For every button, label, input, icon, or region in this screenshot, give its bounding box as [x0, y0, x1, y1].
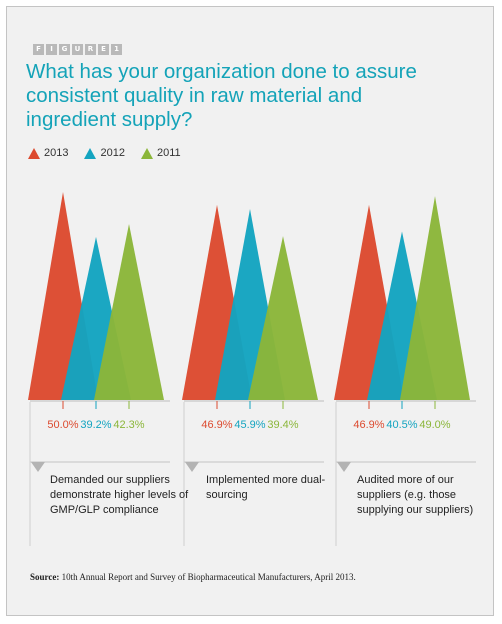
legend-swatch-2012 — [84, 147, 97, 159]
chart-title: What has your organization done to assur… — [26, 60, 417, 131]
triangle-2011-cat2 — [248, 236, 318, 400]
category-pointer-cat3 — [337, 462, 351, 472]
legend-item-2013: 2013 — [28, 147, 68, 159]
source-text: 10th Annual Report and Survey of Biophar… — [61, 572, 356, 582]
triangle-2011-cat1 — [94, 224, 164, 400]
value-label-2013-cat1: 50.0% — [47, 419, 78, 431]
category-pointer-cat2 — [185, 462, 199, 472]
figure-label: F I G U R E 1 — [33, 44, 122, 55]
category-label-2: Implemented more dual-sourcing — [206, 474, 326, 501]
value-label-2011-cat1: 42.3% — [113, 419, 144, 431]
value-label-2011-cat3: 49.0% — [419, 419, 450, 431]
source-label: Source: — [30, 572, 60, 582]
category-label-1: Demanded our suppliers demonstrate highe… — [50, 474, 189, 516]
legend-swatch-2013 — [28, 147, 40, 159]
legend-item-2012: 2012 — [84, 147, 125, 159]
triangle-2011-cat3 — [400, 196, 470, 400]
figure-label-letter: I — [46, 44, 57, 55]
source-note: Source: 10th Annual Report and Survey of… — [30, 572, 356, 582]
value-label-2012-cat2: 45.9% — [234, 419, 265, 431]
figure-label-letter: F — [33, 44, 44, 55]
value-label-2013-cat2: 46.9% — [201, 419, 232, 431]
legend-label-2011: 2011 — [156, 147, 181, 159]
category-pointer-cat1 — [31, 462, 45, 472]
legend-swatch-2011 — [140, 147, 153, 159]
value-label-2011-cat2: 39.4% — [267, 419, 298, 431]
legend-item-2011: 2011 — [140, 147, 181, 159]
figure-label-letter: G — [59, 44, 70, 55]
category-label-3: Audited more of our suppliers (e.g. thos… — [357, 474, 474, 516]
chart-legend: 2013 2012 2011 — [28, 147, 181, 159]
value-label-2013-cat3: 46.9% — [353, 419, 384, 431]
value-label-2012-cat1: 39.2% — [80, 419, 111, 431]
legend-label-2012: 2012 — [100, 147, 125, 159]
value-label-2012-cat3: 40.5% — [386, 419, 417, 431]
legend-label-2013: 2013 — [44, 147, 69, 159]
figure-label-letter: R — [85, 44, 96, 55]
figure-label-letter: E — [98, 44, 109, 55]
figure-label-letter: U — [72, 44, 83, 55]
figure-label-letter: 1 — [111, 44, 122, 55]
